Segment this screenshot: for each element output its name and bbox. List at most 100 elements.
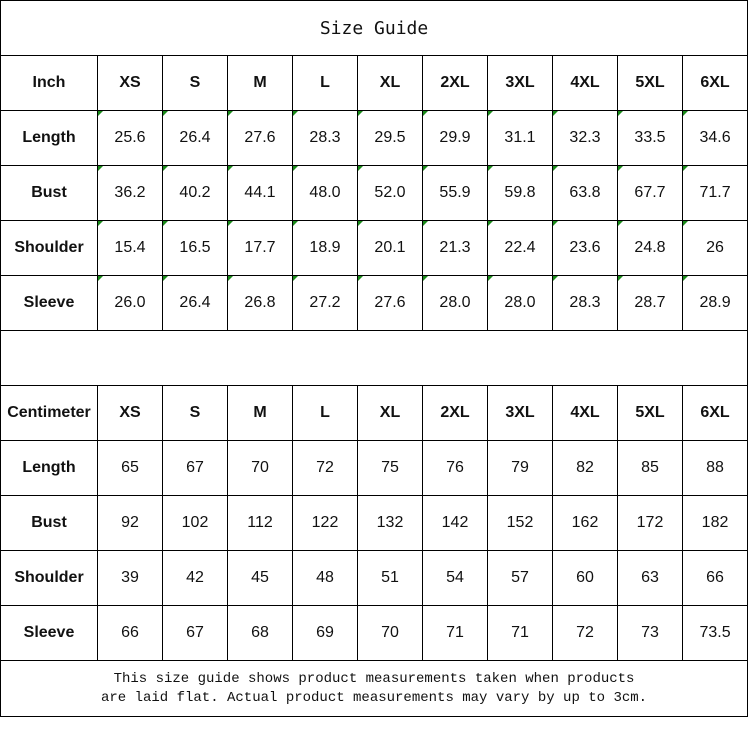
measurement-cell: 33.5 xyxy=(617,110,683,166)
measurement-cell: 76 xyxy=(422,440,488,496)
measurement-cell: 88 xyxy=(681,440,749,496)
table-row: Sleeve 66 67 68 69 70 71 71 72 73 73.5 xyxy=(0,605,749,661)
measurement-cell: 27.2 xyxy=(292,275,358,331)
unit-label: Inch xyxy=(0,55,98,111)
measurement-cell: 71 xyxy=(487,605,553,661)
size-header: S xyxy=(162,385,228,441)
measurement-cell: 23.6 xyxy=(552,220,618,276)
size-header: L xyxy=(292,385,358,441)
measurement-cell: 28.0 xyxy=(422,275,488,331)
measurement-cell: 42 xyxy=(162,550,228,606)
measure-label: Shoulder xyxy=(0,550,98,606)
measurement-cell: 75 xyxy=(357,440,423,496)
measure-label: Length xyxy=(0,440,98,496)
measurement-cell: 92 xyxy=(97,495,163,551)
measurement-cell: 72 xyxy=(292,440,358,496)
measurement-cell: 65 xyxy=(97,440,163,496)
table-row: Shoulder 39 42 45 48 51 54 57 60 63 66 xyxy=(0,550,749,606)
table-row: Length 65 67 70 72 75 76 79 82 85 88 xyxy=(0,440,749,496)
measurement-cell: 31.1 xyxy=(487,110,553,166)
measurement-cell: 63 xyxy=(617,550,683,606)
measurement-cell: 20.1 xyxy=(357,220,423,276)
measurement-cell: 29.9 xyxy=(422,110,488,166)
measurement-cell: 85 xyxy=(617,440,683,496)
measurement-cell: 70 xyxy=(227,440,293,496)
spacer-row xyxy=(0,330,749,386)
measure-label: Shoulder xyxy=(0,220,98,276)
measurement-cell: 39 xyxy=(97,550,163,606)
measurement-cell: 142 xyxy=(422,495,488,551)
measurement-cell: 172 xyxy=(617,495,683,551)
measurement-cell: 66 xyxy=(681,550,749,606)
measurement-cell: 29.5 xyxy=(357,110,423,166)
measurement-cell: 17.7 xyxy=(227,220,293,276)
size-header: 4XL xyxy=(552,385,618,441)
measurement-cell: 72 xyxy=(552,605,618,661)
measurement-cell: 63.8 xyxy=(552,165,618,221)
note-line: are laid flat. Actual product measuremen… xyxy=(100,689,648,706)
table-row: Sleeve 26.0 26.4 26.8 27.2 27.6 28.0 28.0 28.3 28… xyxy=(0,275,749,331)
measurement-cell: 32.3 xyxy=(552,110,618,166)
measurement-cell: 36.2 xyxy=(97,165,163,221)
table-row: Bust 92 102 112 122 132 142 152 162 172 182 xyxy=(0,495,749,551)
measurement-cell: 112 xyxy=(227,495,293,551)
measurement-cell: 26.8 xyxy=(227,275,293,331)
size-header: 2XL xyxy=(422,55,488,111)
measurement-cell: 67 xyxy=(162,440,228,496)
measurement-cell: 28.3 xyxy=(292,110,358,166)
measurement-cell: 182 xyxy=(681,495,749,551)
measurement-cell: 28.7 xyxy=(617,275,683,331)
measurement-cell: 54 xyxy=(422,550,488,606)
size-header: 2XL xyxy=(422,385,488,441)
measurement-cell: 68 xyxy=(227,605,293,661)
unit-label: Centimeter xyxy=(0,385,98,441)
measurement-cell: 34.6 xyxy=(681,110,749,166)
measurement-cell: 22.4 xyxy=(487,220,553,276)
measurement-cell: 40.2 xyxy=(162,165,228,221)
measurement-cell: 102 xyxy=(162,495,228,551)
size-header: L xyxy=(292,55,358,111)
measure-label: Length xyxy=(0,110,98,166)
measurement-cell: 45 xyxy=(227,550,293,606)
measurement-cell: 27.6 xyxy=(357,275,423,331)
measurement-cell: 28.3 xyxy=(552,275,618,331)
measurement-cell: 162 xyxy=(552,495,618,551)
table-row: Bust 36.2 40.2 44.1 48.0 52.0 55.9 59.8 63.8 67.7… xyxy=(0,165,749,221)
measurement-cell: 26.4 xyxy=(162,110,228,166)
measurement-cell: 16.5 xyxy=(162,220,228,276)
measurement-cell: 152 xyxy=(487,495,553,551)
measurement-cell: 51 xyxy=(357,550,423,606)
measurement-cell: 18.9 xyxy=(292,220,358,276)
measurement-note: This size guide shows product measuremen… xyxy=(0,660,749,717)
size-header: 4XL xyxy=(552,55,618,111)
inch-header-row: Inch XS S M L XL 2XL 3XL 4XL 5XL 6XL xyxy=(0,55,749,111)
table-title: Size Guide xyxy=(0,0,749,56)
measurement-cell: 66 xyxy=(97,605,163,661)
measurement-cell: 71 xyxy=(422,605,488,661)
measurement-cell: 69 xyxy=(292,605,358,661)
measurement-cell: 24.8 xyxy=(617,220,683,276)
centimeter-header-row: Centimeter XS S M L XL 2XL 3XL 4XL 5XL 6XL xyxy=(0,385,749,441)
measure-label: Bust xyxy=(0,165,98,221)
measurement-cell: 67 xyxy=(162,605,228,661)
measurement-cell: 82 xyxy=(552,440,618,496)
measurement-cell: 15.4 xyxy=(97,220,163,276)
measurement-cell: 52.0 xyxy=(357,165,423,221)
measure-label: Sleeve xyxy=(0,605,98,661)
measurement-cell: 132 xyxy=(357,495,423,551)
size-header: S xyxy=(162,55,228,111)
size-header: XL xyxy=(357,55,423,111)
measurement-cell: 28.9 xyxy=(681,275,749,331)
measure-label: Sleeve xyxy=(0,275,98,331)
note-line: This size guide shows product measuremen… xyxy=(113,670,635,687)
measurement-cell: 48.0 xyxy=(292,165,358,221)
size-header: XL xyxy=(357,385,423,441)
measurement-cell: 55.9 xyxy=(422,165,488,221)
measurement-cell: 70 xyxy=(357,605,423,661)
measurement-cell: 60 xyxy=(552,550,618,606)
size-header: 5XL xyxy=(617,55,683,111)
measure-label: Bust xyxy=(0,495,98,551)
measurement-cell: 73.5 xyxy=(681,605,749,661)
size-header: M xyxy=(227,55,293,111)
